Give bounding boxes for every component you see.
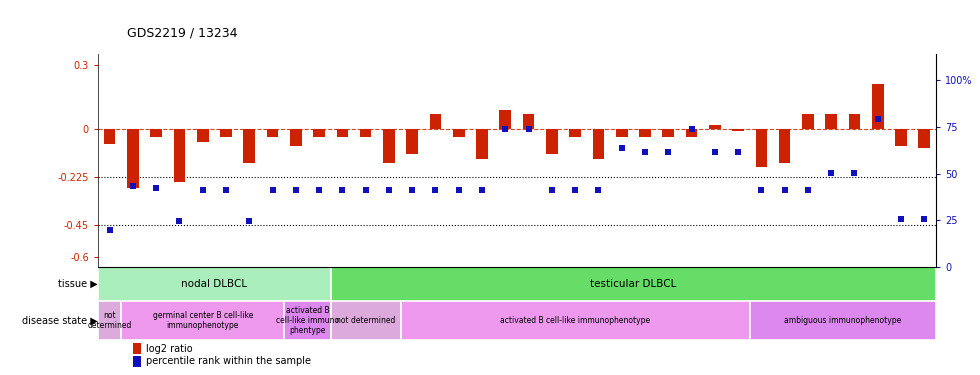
Bar (500, 110, 512, 129)
Bar (732, 129, 744, 131)
Point (847, 170, 862, 176)
Bar (615, 129, 627, 137)
Text: disease state ▶: disease state ▶ (23, 315, 98, 326)
Bar (383, 129, 395, 163)
Bar (243, 129, 255, 163)
Point (405, 187, 420, 193)
Bar (267, 129, 278, 137)
Bar (522, 114, 534, 129)
Bar (330, 267, 936, 301)
Point (916, 216, 932, 222)
Bar (825, 114, 837, 129)
Point (870, 116, 886, 122)
Point (474, 187, 490, 193)
Bar (639, 129, 651, 137)
Bar (127, 129, 139, 189)
Bar (686, 129, 698, 137)
Bar (197, 129, 209, 142)
Point (102, 227, 118, 233)
Bar (360, 129, 371, 137)
Bar (849, 114, 860, 129)
Point (265, 187, 280, 193)
Bar (98, 301, 122, 340)
Point (800, 187, 815, 193)
Text: log2 ratio: log2 ratio (146, 344, 192, 354)
Text: not determined: not determined (336, 316, 395, 325)
Point (451, 187, 466, 193)
Text: testicular DLBCL: testicular DLBCL (590, 279, 676, 289)
Text: not
determined: not determined (87, 311, 132, 330)
Bar (290, 129, 302, 146)
Bar (133, 343, 141, 354)
Point (219, 187, 234, 193)
Bar (98, 267, 331, 301)
Bar (593, 129, 605, 159)
Point (637, 149, 653, 155)
Text: activated B
cell-like immuno
phentype: activated B cell-like immuno phentype (276, 306, 339, 335)
Point (754, 187, 769, 193)
Point (591, 187, 607, 193)
Bar (546, 129, 558, 154)
Point (125, 183, 141, 189)
Point (334, 187, 350, 193)
Bar (104, 129, 116, 144)
Point (707, 149, 722, 155)
Bar (872, 84, 884, 129)
Bar (122, 301, 284, 340)
Point (172, 218, 187, 224)
Point (381, 187, 397, 193)
Bar (314, 129, 325, 137)
Point (777, 187, 793, 193)
Text: nodal DLBCL: nodal DLBCL (181, 279, 247, 289)
Bar (750, 301, 936, 340)
Text: tissue ▶: tissue ▶ (58, 279, 98, 289)
Bar (569, 129, 581, 137)
Point (312, 187, 327, 193)
Point (567, 187, 583, 193)
Text: activated B cell-like immunophenotype: activated B cell-like immunophenotype (500, 316, 650, 325)
Point (661, 149, 676, 155)
Text: germinal center B cell-like
immunophenotype: germinal center B cell-like immunophenot… (153, 311, 253, 330)
Point (730, 149, 746, 155)
Point (498, 126, 514, 132)
Bar (330, 301, 401, 340)
Point (520, 126, 536, 132)
Text: percentile rank within the sample: percentile rank within the sample (146, 357, 311, 366)
Bar (895, 129, 906, 146)
Bar (453, 129, 465, 137)
Bar (779, 129, 791, 163)
Bar (284, 301, 331, 340)
Text: GDS2219 / 13234: GDS2219 / 13234 (127, 26, 238, 39)
Bar (476, 129, 488, 159)
Point (893, 216, 908, 222)
Bar (756, 129, 767, 167)
Bar (918, 129, 930, 148)
Point (288, 187, 304, 193)
Bar (150, 129, 162, 137)
Text: ambiguous immunophenotype: ambiguous immunophenotype (784, 316, 902, 325)
Bar (802, 114, 813, 129)
Bar (336, 129, 348, 137)
Point (544, 187, 560, 193)
Point (241, 218, 257, 224)
Point (195, 187, 211, 193)
Bar (429, 114, 441, 129)
Point (823, 170, 839, 176)
Point (427, 187, 443, 193)
Bar (407, 129, 418, 154)
Bar (220, 129, 232, 137)
Bar (133, 356, 141, 367)
Point (613, 145, 629, 151)
Bar (709, 124, 720, 129)
Bar (401, 301, 750, 340)
Bar (662, 129, 674, 137)
Point (684, 126, 700, 132)
Point (148, 185, 164, 191)
Bar (173, 129, 185, 182)
Point (358, 187, 373, 193)
